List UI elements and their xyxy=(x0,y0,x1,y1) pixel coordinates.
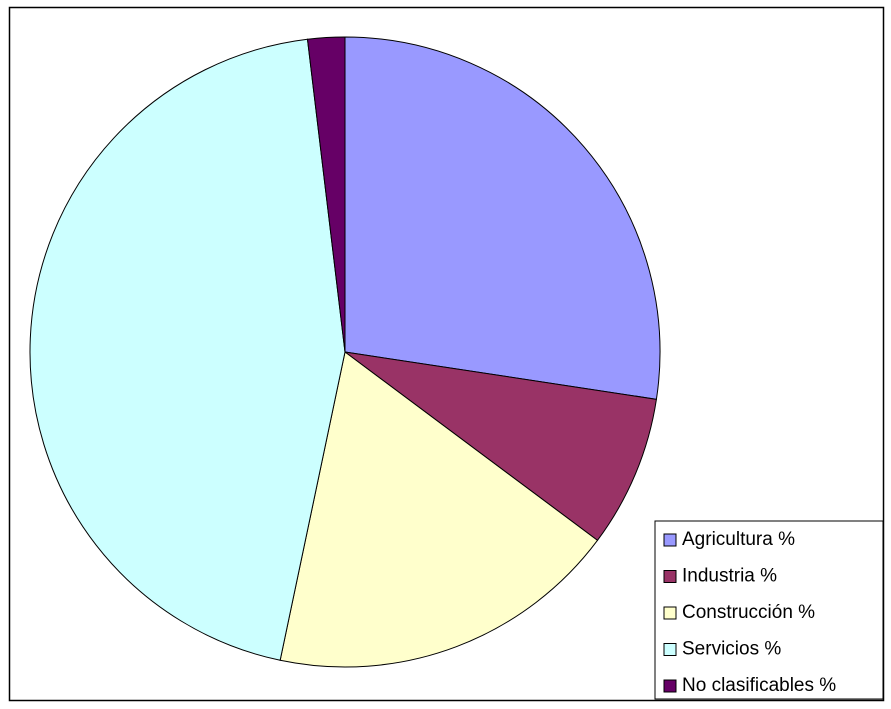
pie-slice xyxy=(29,38,346,661)
pie-slice xyxy=(279,351,599,668)
legend-label: No clasificables % xyxy=(682,675,836,696)
legend-label: Agricultura % xyxy=(682,529,795,550)
legend-swatch xyxy=(663,533,677,547)
legend-label: Servicios % xyxy=(682,639,781,660)
pie-slice xyxy=(306,36,346,353)
legend-label: Industria % xyxy=(682,566,777,587)
legend-swatch xyxy=(663,643,677,656)
legend-swatch xyxy=(663,570,677,583)
legend-box xyxy=(654,520,884,700)
pie-slice xyxy=(344,351,657,542)
legend-label: Construcción % xyxy=(682,602,815,623)
legend-swatch xyxy=(663,679,677,693)
pie xyxy=(29,36,661,668)
legend: Agricultura % Industria % Construcción % Se… xyxy=(654,520,884,700)
pie-slice xyxy=(344,36,661,400)
legend-swatch xyxy=(663,606,677,620)
